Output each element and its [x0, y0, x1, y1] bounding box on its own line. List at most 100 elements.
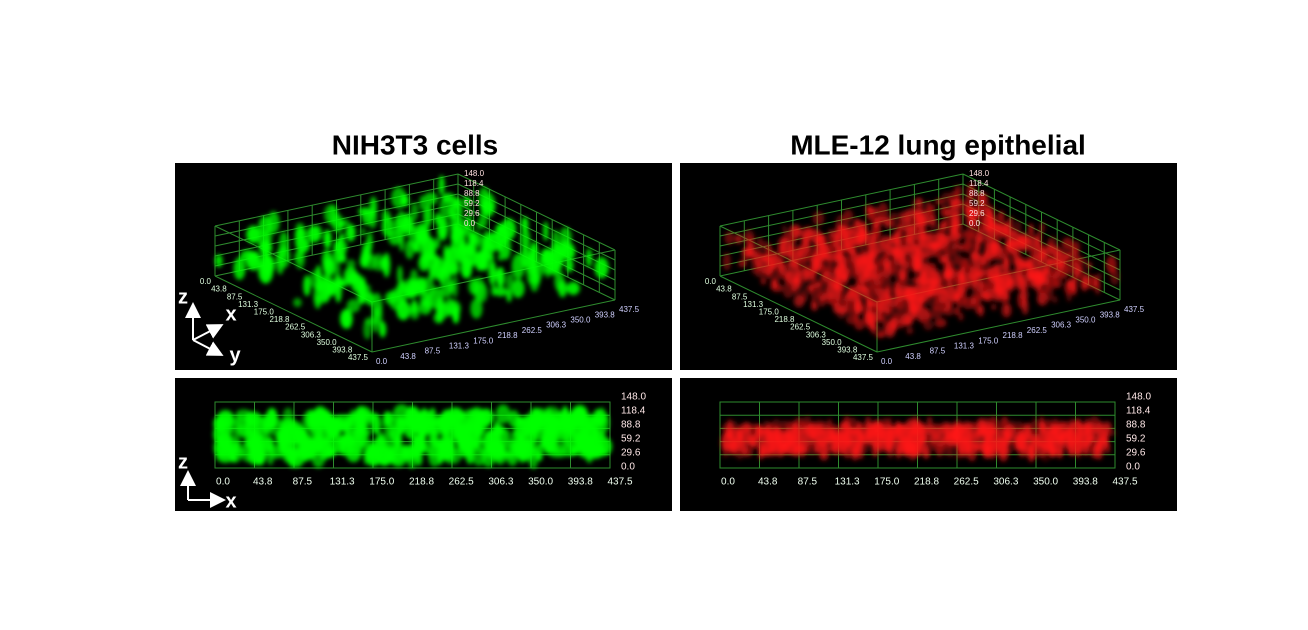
cell: [434, 257, 445, 281]
cell: [1007, 239, 1012, 253]
cell: [1036, 230, 1042, 245]
cell: [475, 282, 489, 303]
axis-letter: y: [229, 344, 241, 366]
cell: [1085, 421, 1098, 430]
cell: [503, 450, 517, 460]
cell: [887, 445, 896, 454]
cell: [726, 441, 738, 453]
x-tick-label: 43.8: [758, 477, 778, 488]
grid-line: [719, 183, 964, 237]
x-tick-label: 262.5: [954, 477, 979, 488]
cell: [888, 316, 900, 330]
x-tick-label: 262.5: [449, 477, 474, 488]
cell: [794, 276, 800, 285]
x-tick-label: 218.8: [914, 477, 939, 488]
cell: [1043, 445, 1053, 456]
cell: [835, 245, 843, 255]
x-tick-label: 175.0: [473, 336, 494, 345]
cell: [401, 212, 413, 232]
cell: [978, 192, 989, 204]
cell: [825, 295, 832, 305]
cell: [542, 419, 551, 440]
y-tick-label: 87.5: [227, 292, 243, 301]
x-tick-label: 0.0: [721, 477, 735, 488]
cell: [450, 240, 463, 265]
cell: [366, 231, 373, 252]
grid-line: [214, 225, 373, 303]
cell: [765, 258, 773, 266]
cell: [882, 216, 892, 227]
x-tick-label: 437.5: [619, 305, 640, 314]
cell: [988, 211, 995, 228]
cell: [530, 241, 539, 268]
cell: [523, 414, 534, 427]
cell: [971, 224, 983, 237]
cell: [898, 276, 904, 283]
x-tick-label: 437.5: [607, 477, 632, 488]
cell: [884, 278, 893, 294]
cell: [1064, 280, 1076, 295]
grid-line: [719, 275, 878, 353]
cell: [469, 231, 483, 245]
x-tick-label: 306.3: [488, 477, 513, 488]
cell: [529, 266, 540, 292]
cell: [1058, 249, 1064, 257]
cell: [771, 252, 779, 268]
cell: [258, 215, 273, 237]
x-tick-label: 350.0: [528, 477, 553, 488]
cell: [864, 416, 871, 437]
cell: [479, 256, 489, 271]
volume-side: [213, 401, 613, 470]
cell: [893, 231, 899, 239]
x-tick-label: 175.0: [978, 336, 999, 345]
cell: [423, 203, 433, 228]
cell: [475, 221, 483, 230]
cell: [371, 413, 381, 435]
z-tick-label: 0.0: [464, 219, 476, 228]
cell: [472, 447, 486, 466]
cell: [335, 414, 355, 426]
x-tick-label: 350.0: [570, 316, 591, 325]
cell: [947, 430, 956, 450]
cell: [1050, 270, 1059, 280]
cell: [892, 237, 901, 245]
cell: [466, 208, 472, 230]
z-tick-label: 0.0: [969, 219, 981, 228]
cell: [919, 272, 925, 279]
cell: [809, 432, 818, 440]
cell: [917, 430, 926, 445]
cell: [789, 242, 798, 250]
cell: [739, 445, 750, 453]
z-tick-label: 29.6: [1126, 448, 1146, 459]
cell: [915, 257, 923, 272]
cell: [1027, 273, 1039, 280]
cell: [957, 273, 966, 282]
x-tick-label: 87.5: [293, 477, 313, 488]
cell: [322, 249, 332, 271]
cell: [465, 263, 472, 277]
y-tick-label: 393.8: [332, 346, 353, 355]
cell: [236, 447, 247, 457]
cell: [1044, 288, 1054, 301]
cell: [827, 228, 834, 238]
cell: [434, 237, 441, 249]
cell: [365, 444, 382, 467]
x-tick-label: 306.3: [546, 321, 567, 330]
cell: [869, 430, 880, 451]
cell: [214, 254, 223, 268]
cell: [346, 299, 361, 313]
cell: [417, 284, 426, 293]
cell: [888, 436, 893, 448]
cell: [1039, 222, 1045, 233]
cell: [894, 297, 903, 311]
cell: [968, 426, 979, 439]
cell: [952, 254, 964, 267]
cell: [295, 227, 307, 241]
cell: [922, 261, 933, 279]
cell: [802, 273, 808, 283]
cell: [327, 417, 341, 439]
cell: [1056, 259, 1065, 272]
cell: [264, 436, 275, 452]
cell: [824, 243, 832, 261]
cell: [1086, 262, 1092, 269]
